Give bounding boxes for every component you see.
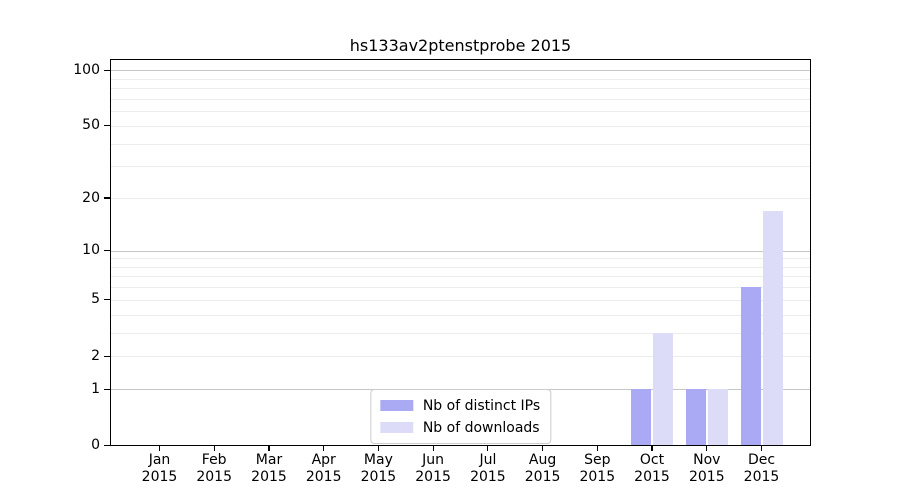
x-tick <box>213 445 215 451</box>
chart-title: hs133av2ptenstprobe 2015 <box>349 36 572 55</box>
y-tick <box>104 444 110 447</box>
x-tick <box>651 445 653 451</box>
gridline-minor <box>110 166 811 168</box>
gridline-minor <box>110 276 811 278</box>
y-tick-label: 10 <box>82 242 100 258</box>
x-tick-year: 2015 <box>415 468 451 485</box>
y-tick <box>104 197 110 199</box>
gridline-minor <box>110 143 811 145</box>
gridline-minor <box>110 332 811 334</box>
x-tick-year: 2015 <box>470 468 506 485</box>
y-tick <box>104 388 110 390</box>
x-tick-label: May 2015 <box>346 452 410 485</box>
legend-label-downloads: Nb of downloads <box>422 419 540 436</box>
x-tick-year: 2015 <box>579 468 616 485</box>
gridline-major <box>110 250 811 252</box>
x-tick-label: Feb 2015 <box>182 452 246 485</box>
x-tick-month: Jan <box>148 452 171 468</box>
y-tick <box>104 299 110 301</box>
x-tick-month: Aug <box>528 452 557 468</box>
legend-label-distinct-ips: Nb of distinct IPs <box>422 397 541 414</box>
gridline-minor <box>110 258 811 260</box>
gridline-minor <box>110 125 811 127</box>
legend: Nb of distinct IPs Nb of downloads <box>369 389 552 444</box>
legend-swatch-downloads <box>379 422 413 433</box>
legend-item-downloads: Nb of downloads <box>379 418 540 437</box>
x-tick-month: Apr <box>311 452 336 468</box>
gridline-minor <box>110 287 811 289</box>
x-tick-label: Sep 2015 <box>565 452 629 485</box>
gridline-minor <box>110 299 811 301</box>
x-tick-month: Jun <box>422 452 445 468</box>
x-tick <box>760 445 763 451</box>
y-tick-label: 1 <box>91 380 100 397</box>
x-tick-month: Dec <box>747 452 776 468</box>
bar-downloads <box>707 389 728 446</box>
x-tick-month: Nov <box>693 452 721 468</box>
x-tick-month: Sep <box>584 452 611 468</box>
x-tick-label: Nov 2015 <box>675 452 739 485</box>
y-tick <box>104 125 110 127</box>
y-tick-label: 2 <box>91 347 100 364</box>
gridline-minor <box>110 78 811 80</box>
x-tick-label: Jan 2015 <box>128 452 192 485</box>
x-tick <box>432 445 434 451</box>
x-tick <box>323 445 325 451</box>
y-tick <box>104 355 110 357</box>
x-tick-year: 2015 <box>251 468 287 485</box>
x-tick <box>596 445 598 451</box>
gridline-minor <box>110 198 811 199</box>
bar-downloads <box>762 210 783 446</box>
x-tick-year: 2015 <box>196 468 232 485</box>
x-tick-month: Mar <box>255 452 283 468</box>
gridline-minor <box>110 266 811 268</box>
bar-distinct-ips <box>631 389 651 446</box>
x-tick-year: 2015 <box>688 468 725 485</box>
x-tick-year: 2015 <box>524 468 561 485</box>
x-tick-label: Aug 2015 <box>511 452 575 485</box>
y-tick-label: 100 <box>73 61 100 78</box>
x-tick-label: Oct 2015 <box>620 452 684 485</box>
bar-layer <box>110 59 811 446</box>
y-tick <box>104 69 110 71</box>
y-tick <box>104 249 110 252</box>
plot-area: Nb of distinct IPs Nb of downloads <box>110 59 811 446</box>
gridline-major <box>110 70 811 72</box>
x-tick-year: 2015 <box>360 468 397 485</box>
legend-item-distinct-ips: Nb of distinct IPs <box>379 396 541 415</box>
x-tick-label: Jul 2015 <box>456 452 520 485</box>
x-tick-month: Feb <box>201 452 227 468</box>
x-tick <box>706 445 708 451</box>
y-tick-label: 20 <box>82 189 100 206</box>
x-tick-year: 2015 <box>634 468 670 485</box>
bar-distinct-ips <box>685 389 706 446</box>
gridline-minor <box>110 98 811 100</box>
x-tick-year: 2015 <box>141 468 178 485</box>
y-tick-label: 0 <box>91 437 100 453</box>
legend-swatch-distinct-ips <box>379 400 413 411</box>
x-tick-month: May <box>363 452 393 468</box>
gridline-minor <box>110 111 811 113</box>
gridline-minor <box>110 356 811 358</box>
x-tick-label: Dec 2015 <box>730 452 794 485</box>
x-tick <box>377 445 379 451</box>
x-tick <box>487 445 489 451</box>
x-tick-month: Jul <box>479 452 497 468</box>
x-tick-label: Mar 2015 <box>237 452 301 485</box>
bar-downloads <box>653 332 673 446</box>
gridline-minor <box>110 88 811 90</box>
x-tick-label: Apr 2015 <box>292 452 356 485</box>
x-tick <box>542 445 544 451</box>
x-tick-year: 2015 <box>743 468 780 485</box>
x-tick <box>158 445 161 451</box>
bar-distinct-ips <box>740 287 761 446</box>
x-tick <box>268 445 270 451</box>
y-tick-label: 50 <box>82 117 100 134</box>
x-tick-label: Jun 2015 <box>401 452 465 485</box>
x-tick-month: Oct <box>639 452 665 468</box>
gridline-minor <box>110 314 811 316</box>
y-tick-label: 5 <box>91 291 100 308</box>
x-tick-year: 2015 <box>305 468 342 485</box>
